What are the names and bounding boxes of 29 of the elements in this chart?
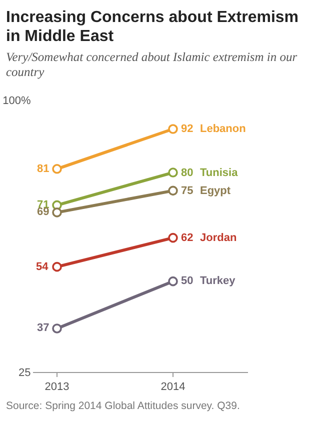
point bbox=[52, 324, 62, 334]
data-label: 54 bbox=[36, 261, 50, 273]
point bbox=[168, 124, 178, 134]
y-tick-label: 100% bbox=[2, 94, 32, 107]
text: Egypt bbox=[200, 185, 231, 197]
point bbox=[52, 208, 62, 218]
data-label: 81 bbox=[37, 163, 50, 175]
data-label: 50 bbox=[181, 275, 194, 287]
point bbox=[168, 186, 178, 196]
text: Jordan bbox=[200, 232, 237, 244]
y-tick-label: 25 bbox=[18, 366, 31, 379]
chart-subtitle: Very/Somewhat concerned about Islamic extremism in our country bbox=[6, 50, 298, 80]
x-tick-label: 2014 bbox=[160, 381, 186, 394]
point bbox=[168, 276, 178, 286]
data-label: 75 bbox=[181, 185, 194, 197]
data-label: 92 bbox=[181, 123, 194, 135]
text: Tunisia bbox=[200, 167, 239, 179]
data-label: 80 bbox=[181, 167, 194, 179]
source-note: Source: Spring 2014 Global Attitudes survey. Q39. bbox=[6, 400, 241, 412]
point bbox=[52, 262, 62, 272]
text: Turkey bbox=[200, 275, 236, 287]
chart-title: Increasing Concerns about Extremism in Middle East bbox=[6, 8, 300, 46]
text: Lebanon bbox=[200, 123, 246, 135]
point bbox=[52, 164, 62, 174]
point bbox=[168, 168, 178, 178]
data-label: 37 bbox=[37, 322, 50, 334]
data-label: 62 bbox=[181, 232, 194, 244]
x-tick-label: 2013 bbox=[44, 381, 70, 394]
point bbox=[168, 232, 178, 243]
